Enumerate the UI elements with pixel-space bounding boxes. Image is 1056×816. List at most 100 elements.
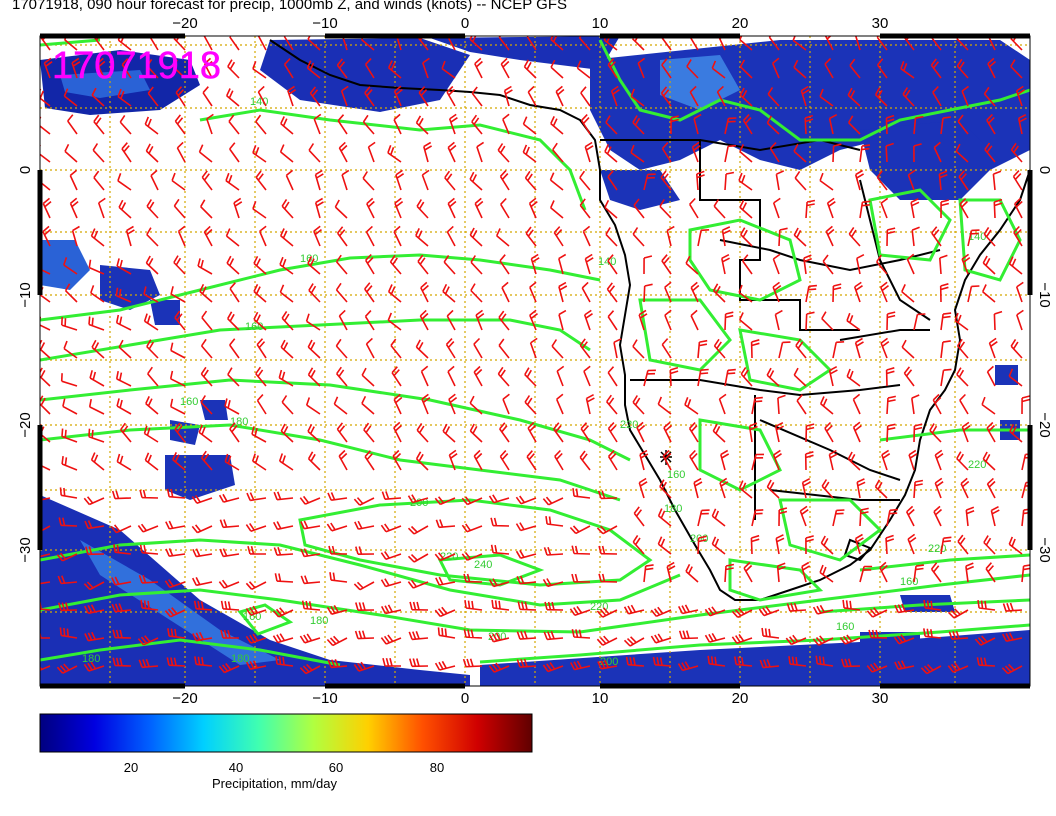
- wind-barb: [965, 506, 975, 527]
- wind-barb: [338, 449, 348, 471]
- wind-barb: [738, 172, 753, 191]
- wind-barb: [251, 426, 267, 443]
- wind-barb: [279, 228, 294, 247]
- wind-barb: [83, 661, 105, 672]
- wind-barb: [497, 143, 510, 163]
- wind-barb: [638, 477, 648, 499]
- wind-barb: [932, 393, 942, 415]
- wind-barb: [632, 115, 645, 135]
- wind-barb: [874, 87, 888, 107]
- wind-barb: [751, 453, 765, 471]
- wind-barb: [750, 534, 760, 555]
- wind-barb: [894, 660, 915, 670]
- wind-barb: [772, 281, 782, 303]
- wind-barb: [866, 607, 888, 618]
- wind-barb: [650, 633, 672, 644]
- wind-barb: [198, 424, 213, 443]
- map-title: 17071918, 090 hour forecast for precip, …: [12, 0, 567, 13]
- contour-label: 240: [474, 559, 492, 571]
- wind-barb: [490, 544, 510, 555]
- wind-barb: [707, 655, 726, 667]
- wind-barb: [279, 144, 294, 163]
- wind-barb: [848, 226, 861, 247]
- wind-barb: [1015, 85, 1025, 107]
- wind-barb: [571, 629, 591, 639]
- wind-barb: [308, 283, 321, 303]
- wind-barb: [774, 421, 784, 443]
- lon-tick-label: −20: [172, 15, 197, 32]
- wind-barb: [868, 629, 888, 639]
- wind-barb: [353, 497, 375, 506]
- wind-barb: [902, 87, 915, 107]
- wind-barb: [738, 480, 753, 499]
- lon-tick-label: 20: [732, 15, 749, 32]
- wind-barb: [990, 505, 1000, 527]
- contour-label: 160: [243, 611, 261, 623]
- wind-barb: [380, 551, 402, 561]
- wind-barb: [393, 225, 402, 247]
- wind-barb: [499, 422, 510, 443]
- wind-barb: [742, 254, 753, 275]
- wind-barb: [491, 599, 510, 611]
- wind-barb: [986, 421, 996, 443]
- colorbar-tick: 20: [123, 760, 139, 775]
- wind-barb: [1013, 197, 1023, 219]
- wind-barb: [201, 310, 213, 331]
- wind-barb: [469, 423, 483, 443]
- wind-barb: [112, 629, 132, 639]
- wind-barb: [336, 58, 348, 79]
- wind-barb: [690, 309, 699, 331]
- wind-barb: [677, 604, 699, 615]
- wind-barb: [149, 36, 159, 51]
- wind-barb: [983, 535, 996, 555]
- wind-barb: [660, 170, 672, 191]
- wind-barb: [1002, 602, 1023, 612]
- wind-barb: [613, 338, 622, 359]
- wind-barb: [57, 575, 78, 585]
- wind-barb: [393, 113, 402, 135]
- wind-barb: [247, 545, 267, 555]
- contour-label: 180: [82, 653, 100, 665]
- wind-barb: [305, 397, 321, 415]
- wind-barb: [689, 36, 699, 51]
- wind-barb: [543, 631, 564, 641]
- wind-barb: [407, 525, 429, 535]
- wind-barb: [901, 339, 915, 359]
- wind-barb: [144, 452, 159, 471]
- wind-barb: [866, 662, 888, 673]
- wind-barb: [233, 197, 243, 219]
- wind-barb: [597, 490, 618, 500]
- wind-barb: [170, 342, 186, 359]
- lat-tick-label: −30: [17, 537, 34, 562]
- wind-barb: [558, 281, 568, 303]
- wind-barb: [961, 421, 971, 443]
- wind-barb: [908, 449, 918, 471]
- wind-barb: [828, 365, 838, 387]
- wind-barb: [739, 87, 753, 107]
- wind-barb: [434, 552, 456, 562]
- wind-barb: [820, 535, 834, 555]
- wind-barb: [64, 283, 78, 303]
- wind-barb: [273, 491, 294, 501]
- wind-barb: [529, 281, 537, 303]
- wind-barb: [824, 57, 834, 79]
- wind-barb: [739, 59, 753, 79]
- wind-barb: [115, 370, 132, 387]
- wind-barb: [88, 398, 105, 415]
- wind-barb: [145, 143, 159, 163]
- wind-barb: [92, 143, 105, 163]
- wind-barb: [67, 114, 78, 135]
- wind-barb: [500, 57, 510, 79]
- wind-barb: [607, 254, 618, 275]
- wind-barb: [828, 449, 838, 471]
- wind-barb: [409, 658, 429, 668]
- wind-barb: [442, 283, 456, 303]
- wind-barb: [166, 488, 186, 499]
- wind-barb: [354, 630, 375, 640]
- wind-barb: [145, 396, 159, 415]
- wind-barb: [415, 115, 429, 135]
- wind-barb: [420, 281, 429, 303]
- wind-barb: [697, 368, 709, 387]
- wind-barb: [191, 524, 213, 534]
- wind-barb: [965, 562, 975, 583]
